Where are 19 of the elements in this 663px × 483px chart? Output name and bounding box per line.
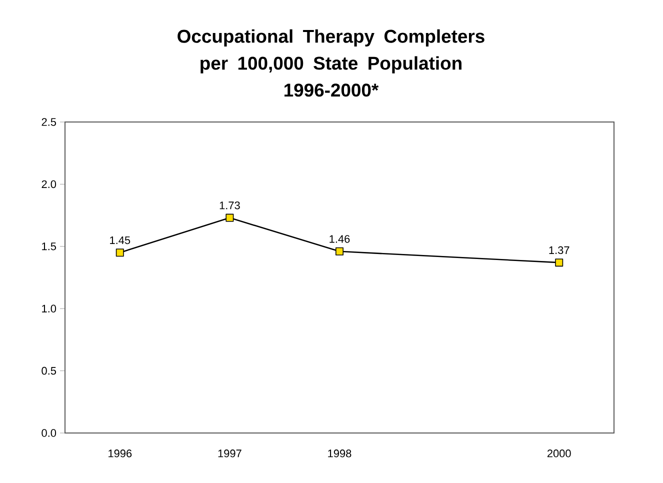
y-tick-label: 0.5 xyxy=(42,366,56,375)
data-label: 1.46 xyxy=(330,235,350,243)
x-tick-label: 2000 xyxy=(547,450,571,458)
y-tick-label: 1.0 xyxy=(42,304,56,312)
point xyxy=(555,258,564,267)
x-tick-label: 1996 xyxy=(108,450,132,458)
y-tick-label: 2.5 xyxy=(42,118,56,126)
data-label: 1.45 xyxy=(110,236,130,244)
chart-title: Occupational Therapy Completers per 100,000 State Population 1996-2000* xyxy=(178,29,484,97)
y-tick-label: 0.0 xyxy=(42,429,56,437)
data-label: 1.37 xyxy=(549,246,570,254)
x-tick-label: 1997 xyxy=(218,450,242,458)
y-tick-label: 2.0 xyxy=(42,180,56,188)
data-label: 1.73 xyxy=(220,202,240,210)
point xyxy=(116,248,124,257)
y-tick-label: 1.5 xyxy=(42,242,56,250)
x-tick-label: 1998 xyxy=(328,450,352,458)
point xyxy=(226,214,234,222)
point xyxy=(336,247,344,256)
